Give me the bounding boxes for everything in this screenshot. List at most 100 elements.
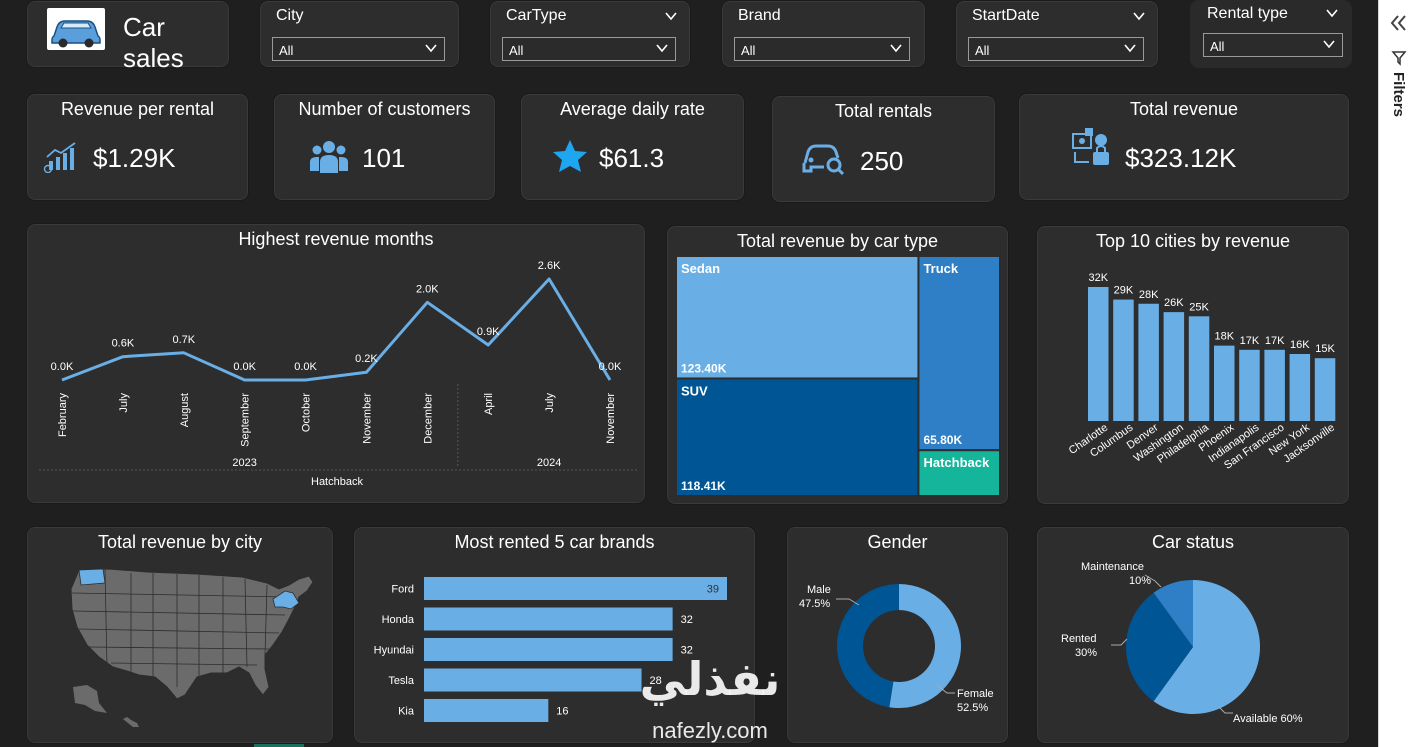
chevron-down-icon bbox=[890, 44, 902, 53]
x-tick-label: February bbox=[57, 393, 69, 438]
kpi-title: Average daily rate bbox=[560, 99, 705, 119]
pie-slice bbox=[1153, 580, 1260, 714]
slicer-startdate-dropdown[interactable]: All bbox=[968, 37, 1144, 61]
bar bbox=[424, 699, 549, 722]
alaska-shape bbox=[73, 685, 107, 713]
bar bbox=[1289, 354, 1311, 421]
chevron-down-icon bbox=[1124, 44, 1136, 53]
filters-pane[interactable]: Filters bbox=[1378, 0, 1418, 747]
slicer-startdate-label: StartDate bbox=[972, 7, 1040, 24]
chart-title: Most rented 5 car brands bbox=[454, 532, 655, 552]
treemap-tile-value: 123.40K bbox=[681, 361, 727, 375]
leader-line bbox=[936, 684, 955, 694]
page-title: Car sales bbox=[123, 12, 184, 73]
kpi-title: Total revenue bbox=[1129, 99, 1239, 119]
leader-line bbox=[1111, 638, 1128, 646]
chart-title: Highest revenue months bbox=[238, 229, 434, 249]
title-card: Car sales bbox=[26, 0, 230, 73]
chevron-down-icon[interactable] bbox=[664, 9, 678, 23]
x-tick-label: July bbox=[544, 393, 556, 413]
treemap-svg: Sedan 123.40K SUV 118.41K Truck 65.80K Hatchba… bbox=[675, 255, 1001, 497]
chevron-down-icon bbox=[656, 44, 668, 53]
leader-line bbox=[836, 598, 860, 606]
data-label: 0.2K bbox=[355, 353, 378, 365]
slicer-rentaltype[interactable]: Rental type All bbox=[1190, 0, 1352, 68]
horizontal-bar-svg: Ford 39 Honda 32 Hyundai 32 Tesla 28 Kia 16 bbox=[374, 577, 727, 722]
slice-value: 52.5% bbox=[957, 702, 988, 714]
slicer-city-dropdown[interactable]: All bbox=[272, 37, 445, 61]
bar bbox=[424, 668, 642, 692]
chart-revenue-by-car-type: Total revenue by car type Sedan 123.40K SU… bbox=[666, 225, 1009, 505]
x-tick-label: December bbox=[422, 393, 434, 444]
slicer-rentaltype-dropdown[interactable]: All bbox=[1203, 33, 1343, 57]
watermark: نفذلي nafezly.com bbox=[620, 652, 800, 747]
slicer-startdate-value: All bbox=[975, 43, 990, 58]
slicer-startdate[interactable]: StartDate All bbox=[955, 0, 1159, 68]
bar bbox=[424, 638, 673, 661]
chart-revenue-by-city-map: Total revenue by city bbox=[26, 526, 334, 744]
slicer-brand-dropdown[interactable]: All bbox=[734, 37, 910, 61]
kpi-title: Number of customers bbox=[298, 99, 471, 119]
x-axis-group-label: Hatchback bbox=[311, 476, 363, 488]
watermark-arabic: نفذلي bbox=[639, 652, 781, 706]
chevron-down-icon bbox=[425, 44, 437, 53]
dashboard-canvas: Car sales City All CarType All Brand All… bbox=[0, 0, 1378, 747]
bar bbox=[424, 577, 727, 600]
washington-highlight[interactable] bbox=[78, 568, 106, 586]
kpi-value: 101 bbox=[362, 143, 406, 173]
treemap-tile-value: 118.41K bbox=[681, 479, 726, 493]
chevron-down-icon[interactable] bbox=[1132, 9, 1146, 23]
slicer-city-label: City bbox=[276, 7, 304, 24]
data-label: 32 bbox=[681, 614, 693, 626]
car-icon bbox=[47, 8, 105, 50]
data-label: 18K bbox=[1214, 331, 1234, 343]
bar-chart-svg: 32KCharlotte29KColumbus28KDenver26KWashi… bbox=[1067, 272, 1337, 472]
leader-line bbox=[1144, 574, 1162, 588]
us-mainland-shape bbox=[70, 568, 314, 700]
data-label: 15K bbox=[1315, 343, 1335, 355]
chevron-down-icon[interactable] bbox=[1325, 6, 1339, 20]
slicer-rentaltype-value: All bbox=[1210, 39, 1225, 54]
slicer-city[interactable]: City All bbox=[259, 0, 460, 68]
treemap-tile-value: 65.80K bbox=[923, 433, 962, 447]
x-tick-label: November bbox=[605, 393, 617, 444]
new-york-highlight[interactable] bbox=[272, 590, 300, 610]
filter-icon bbox=[1391, 51, 1407, 66]
chart-top-10-cities: Top 10 cities by revenue 32K Charlotte 29K… bbox=[1036, 225, 1350, 505]
slicer-rentaltype-label: Rental type bbox=[1207, 5, 1288, 22]
data-label: 39 bbox=[707, 584, 719, 596]
us-map[interactable] bbox=[27, 527, 335, 745]
collapse-icon[interactable] bbox=[1388, 12, 1410, 34]
slice-name: Male bbox=[807, 584, 831, 596]
data-label: 2.0K bbox=[416, 283, 439, 295]
kpi-title: Total rentals bbox=[834, 101, 933, 121]
slice-value: 10% bbox=[1129, 575, 1151, 587]
x-tick-label: July bbox=[118, 393, 130, 413]
slicer-brand-value: All bbox=[741, 43, 756, 58]
treemap-tile-name: SUV bbox=[681, 383, 708, 398]
chart-most-rented-brands: Most rented 5 car brands Ford 39 Honda 32 Hy… bbox=[353, 526, 756, 744]
slicer-cartype-label: CarType bbox=[506, 7, 567, 24]
slicer-cartype-dropdown[interactable]: All bbox=[502, 37, 676, 61]
data-label: 16K bbox=[1290, 339, 1310, 351]
filters-label[interactable]: Filters bbox=[1390, 72, 1407, 118]
data-label: 32 bbox=[681, 645, 693, 657]
slice-name: Maintenance bbox=[1081, 561, 1144, 573]
slicer-cartype[interactable]: CarType All bbox=[489, 0, 691, 68]
bar bbox=[1188, 316, 1210, 421]
leader-line bbox=[1218, 706, 1233, 714]
star-icon bbox=[553, 140, 587, 172]
data-label: 0.9K bbox=[477, 326, 500, 338]
kpi-value: 250 bbox=[860, 146, 904, 176]
slicer-brand[interactable]: Brand All bbox=[721, 0, 926, 68]
x-group-label: 2023 bbox=[232, 457, 256, 469]
state-borders bbox=[71, 569, 290, 687]
watermark-latin: nafezly.com bbox=[652, 718, 768, 743]
scroll-indicator bbox=[254, 744, 304, 747]
y-tick-label: Hyundai bbox=[374, 645, 414, 657]
data-label: 0.7K bbox=[172, 334, 195, 346]
slice-name: Rented bbox=[1061, 633, 1096, 645]
data-label: 29K bbox=[1114, 285, 1134, 297]
data-label: 2.6K bbox=[538, 260, 561, 272]
donut-chart-svg: Male 47.5% Female 52.5% bbox=[799, 584, 994, 714]
